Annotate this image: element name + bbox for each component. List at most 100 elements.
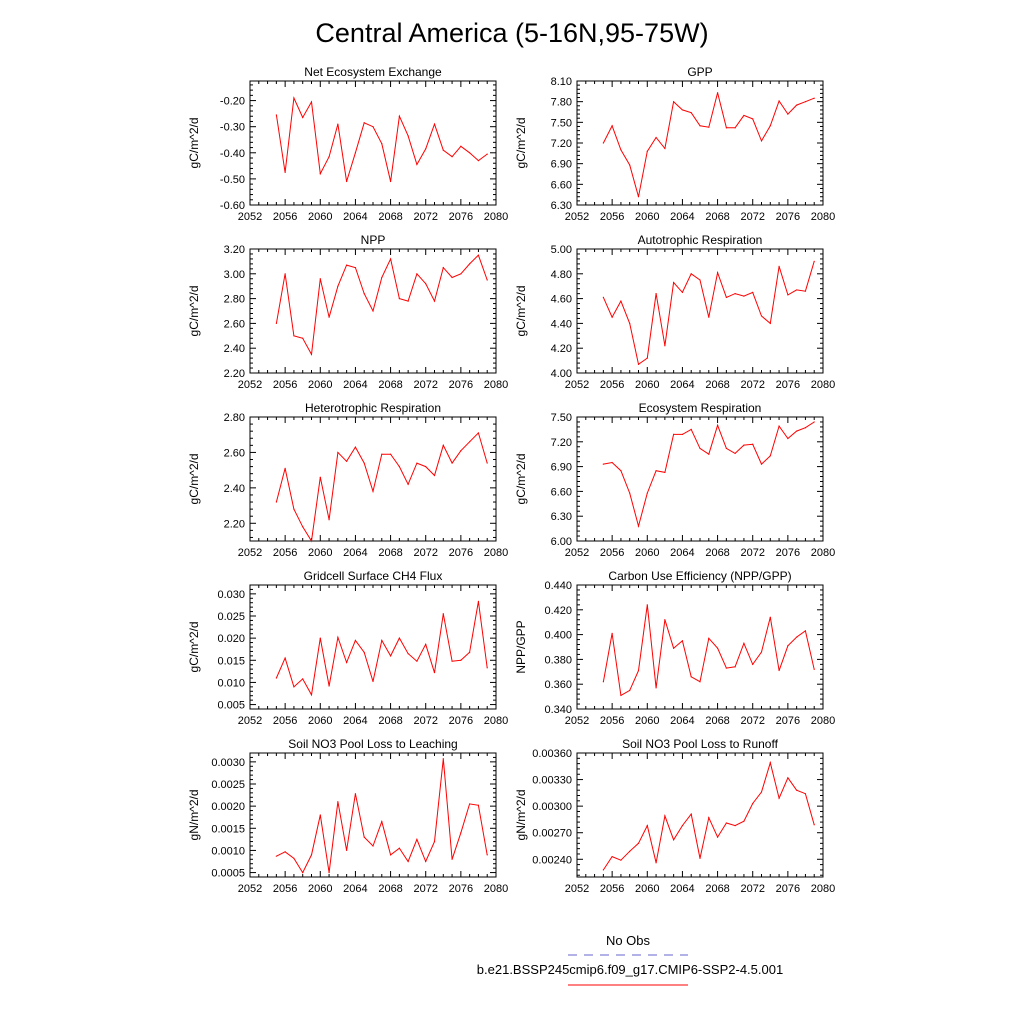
data-point xyxy=(425,860,427,863)
data-point xyxy=(813,668,815,670)
data-point xyxy=(389,453,392,455)
data-point xyxy=(620,859,622,861)
y-tick-label: 0.020 xyxy=(217,633,245,645)
panel-title: GPP xyxy=(687,65,712,79)
data-point xyxy=(381,821,383,823)
y-tick-label: 0.00300 xyxy=(532,801,572,813)
x-tick-label: 2064 xyxy=(670,715,694,727)
data-point xyxy=(381,639,383,641)
data-point xyxy=(637,196,640,198)
data-point xyxy=(372,680,374,683)
panel-6: Ecosystem Respiration gC/m^2/d 2052 2056 206… xyxy=(514,401,835,559)
data-point xyxy=(293,97,295,99)
x-tick-label: 2072 xyxy=(740,547,764,559)
data-point xyxy=(743,820,745,822)
y-tick-label: 0.0010 xyxy=(211,845,245,857)
x-tick-label: 2064 xyxy=(343,379,367,391)
data-point xyxy=(416,660,418,662)
y-tick-label: 0.00330 xyxy=(532,775,572,787)
page-title: Central America (5-16N,95-75W) xyxy=(315,18,708,48)
y-tick-label: -0.60 xyxy=(220,200,245,212)
data-point xyxy=(690,676,692,678)
x-tick-label: 2068 xyxy=(705,547,729,559)
data-point xyxy=(302,678,304,680)
data-point xyxy=(346,661,348,664)
data-point xyxy=(690,428,692,430)
x-tick-label: 2060 xyxy=(635,715,659,727)
y-axis-label: gC/m^2/d xyxy=(514,454,528,505)
data-point xyxy=(690,112,692,114)
panel-title: Soil NO3 Pool Loss to Runoff xyxy=(622,737,779,751)
data-point xyxy=(699,447,701,450)
plot-frame xyxy=(249,752,497,878)
x-tick-label: 2060 xyxy=(635,547,659,559)
y-tick-label: 2.80 xyxy=(224,294,245,306)
data-point xyxy=(389,258,392,260)
data-point xyxy=(328,156,330,158)
data-point xyxy=(743,444,745,446)
data-point xyxy=(319,278,321,280)
x-tick-label: 2072 xyxy=(413,379,437,391)
data-point xyxy=(602,681,604,683)
x-tick-label: 2068 xyxy=(378,883,402,895)
data-point xyxy=(804,427,807,429)
data-point xyxy=(673,101,675,103)
data-point xyxy=(486,667,488,669)
x-tick-label: 2052 xyxy=(238,379,262,391)
data-point xyxy=(337,636,339,638)
data-point xyxy=(681,825,684,827)
data-point xyxy=(743,642,745,644)
x-tick-label: 2080 xyxy=(811,211,835,223)
data-point xyxy=(673,433,675,435)
data-point xyxy=(760,791,763,793)
y-tick-label: -0.40 xyxy=(220,148,245,160)
x-tick-label: 2072 xyxy=(413,883,437,895)
panel-1: Net Ecosystem Exchange gC/m^2/d 2052 2056 20… xyxy=(187,65,508,223)
data-point xyxy=(293,857,295,860)
x-tick-label: 2056 xyxy=(600,547,624,559)
data-point xyxy=(328,316,330,318)
data-point xyxy=(407,860,409,863)
data-point xyxy=(433,474,436,477)
data-point xyxy=(673,281,675,284)
data-point xyxy=(477,160,480,162)
data-point xyxy=(363,836,365,838)
data-point xyxy=(319,173,321,175)
panel-title: Heterotrophic Respiration xyxy=(305,401,441,415)
data-point xyxy=(416,163,418,166)
data-point xyxy=(425,643,427,645)
plot-frame xyxy=(249,584,497,710)
data-point xyxy=(602,869,604,871)
data-point xyxy=(681,291,684,293)
panel-title: Gridcell Surface CH4 Flux xyxy=(304,569,443,583)
data-point xyxy=(302,116,304,119)
data-point xyxy=(769,455,771,457)
data-point xyxy=(398,115,400,117)
x-tick-label: 2068 xyxy=(378,211,402,223)
x-tick-label: 2060 xyxy=(308,715,332,727)
panel-title: Autotrophic Respiration xyxy=(638,233,763,247)
data-point xyxy=(699,125,701,127)
data-point xyxy=(442,613,444,615)
data-point xyxy=(328,871,330,874)
data-point xyxy=(442,267,444,269)
y-tick-label: 0.400 xyxy=(544,630,572,642)
data-point xyxy=(699,857,701,860)
x-tick-label: 2080 xyxy=(484,883,508,895)
data-point xyxy=(442,149,444,151)
data-point xyxy=(302,871,304,874)
data-point xyxy=(752,291,754,293)
data-point xyxy=(469,263,471,265)
x-tick-label: 2064 xyxy=(343,211,367,223)
data-point xyxy=(778,425,780,427)
data-point xyxy=(275,677,277,679)
data-point xyxy=(629,689,631,692)
x-tick-label: 2072 xyxy=(740,883,764,895)
data-point xyxy=(337,801,339,803)
data-point xyxy=(769,762,771,764)
data-point xyxy=(407,653,409,655)
x-tick-label: 2060 xyxy=(308,547,332,559)
y-axis-label: gC/m^2/d xyxy=(514,286,528,337)
data-point xyxy=(346,849,348,852)
x-tick-label: 2068 xyxy=(705,883,729,895)
